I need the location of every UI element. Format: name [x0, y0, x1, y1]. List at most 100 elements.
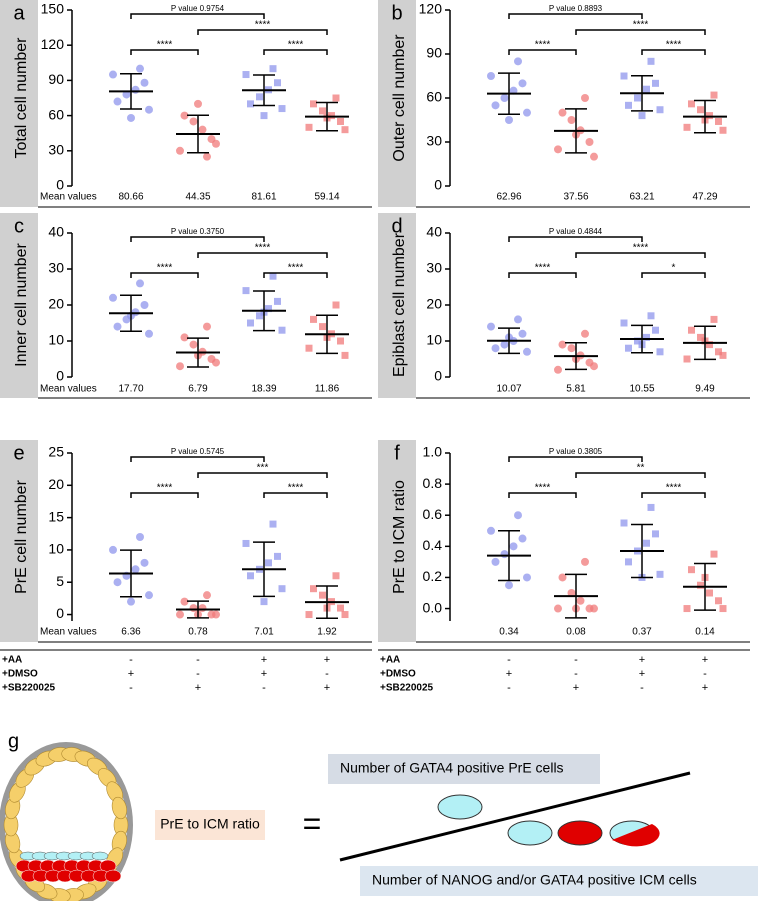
condition-value: -	[507, 682, 511, 694]
data-point	[319, 107, 326, 115]
mean-value: 18.39	[251, 384, 276, 395]
condition-value: +	[639, 654, 645, 666]
data-point	[523, 573, 531, 582]
data-point	[341, 351, 349, 359]
mean-value: 0.37	[632, 627, 652, 638]
condition-name: +SB220025	[2, 683, 56, 694]
mean-value: 0.14	[695, 627, 715, 638]
condition-value: +	[702, 682, 708, 694]
panel-letter: f	[394, 442, 400, 464]
condition-value: +	[324, 682, 330, 694]
data-point	[656, 348, 664, 356]
y-tick-label: 90	[48, 71, 64, 87]
data-point	[652, 530, 659, 538]
significance-bracket	[575, 252, 706, 258]
y-tick-label: 0.8	[423, 475, 443, 491]
data-point	[212, 139, 220, 148]
data-point	[505, 116, 513, 124]
data-point	[719, 351, 727, 359]
y-tick-label: 1.0	[423, 444, 443, 460]
data-point	[558, 573, 567, 582]
data-point	[113, 97, 122, 106]
data-point	[491, 344, 500, 353]
data-point	[514, 315, 522, 324]
data-point	[505, 581, 513, 590]
significance-label: ****	[288, 40, 304, 51]
data-point	[647, 503, 655, 511]
data-point	[247, 100, 254, 108]
panel-letter: b	[391, 2, 402, 24]
significance-label: *	[672, 263, 676, 274]
panel-strip	[378, 0, 416, 207]
data-point	[109, 293, 117, 302]
epi-cell	[557, 820, 603, 846]
mean-values-label: Mean values	[40, 192, 97, 203]
data-point	[328, 112, 335, 120]
data-point	[487, 322, 495, 331]
significance-bracket	[130, 492, 199, 498]
data-point	[310, 100, 317, 108]
data-point	[278, 105, 286, 113]
y-tick-label: 120	[419, 1, 443, 17]
y-tick-label: 150	[41, 1, 65, 17]
data-point	[176, 146, 184, 155]
trophectoderm-cell	[111, 796, 127, 820]
y-tick-label: 25	[48, 444, 64, 460]
data-point	[509, 542, 518, 551]
data-point	[500, 340, 509, 349]
significance-bracket	[641, 272, 706, 278]
data-point	[590, 152, 598, 161]
data-point	[523, 347, 531, 356]
data-point	[212, 610, 220, 619]
y-tick-label: 0	[434, 177, 442, 193]
y-tick-label: 30	[48, 142, 64, 158]
y-tick-label: 10	[48, 332, 64, 348]
significance-label: ****	[157, 263, 173, 274]
mean-value: 47.29	[692, 192, 717, 203]
data-point	[310, 315, 317, 323]
data-point	[242, 71, 250, 79]
data-point	[140, 78, 149, 87]
data-point	[189, 340, 198, 349]
data-point	[554, 604, 562, 613]
data-point	[127, 597, 135, 606]
y-tick-label: 20	[48, 296, 64, 312]
data-point	[634, 94, 641, 102]
significance-label: ****	[535, 263, 551, 274]
data-point	[140, 558, 149, 567]
y-tick-label: 90	[426, 45, 442, 61]
data-point	[656, 570, 664, 578]
data-point	[518, 329, 527, 338]
y-tick-label: 5	[56, 573, 64, 589]
y-tick-label: 0	[56, 368, 64, 384]
condition-value: +	[639, 668, 645, 680]
pre-cell	[91, 851, 109, 861]
data-point	[176, 610, 184, 619]
data-point	[554, 365, 562, 374]
equals: =	[303, 805, 322, 841]
significance-bracket	[130, 456, 265, 462]
y-tick-label: 0	[56, 177, 64, 193]
data-point	[715, 597, 722, 605]
data-point	[491, 557, 500, 566]
condition-name: +AA	[2, 655, 22, 666]
data-point	[523, 108, 531, 117]
condition-name: +DMSO	[2, 669, 38, 680]
data-point	[131, 85, 140, 94]
data-point	[180, 597, 189, 606]
icm-cell	[104, 869, 122, 883]
mean-value: 0.08	[566, 627, 586, 638]
data-point	[518, 79, 527, 88]
mean-value: 10.55	[629, 384, 654, 395]
data-point	[688, 326, 695, 334]
significance-bracket	[641, 49, 706, 55]
data-point	[581, 329, 589, 338]
data-point	[242, 287, 250, 295]
data-point	[647, 312, 655, 320]
data-point	[625, 558, 632, 566]
data-point	[576, 596, 585, 605]
data-point	[688, 566, 695, 574]
data-point	[567, 116, 576, 124]
data-point	[652, 79, 659, 87]
significance-label: ****	[535, 40, 551, 51]
